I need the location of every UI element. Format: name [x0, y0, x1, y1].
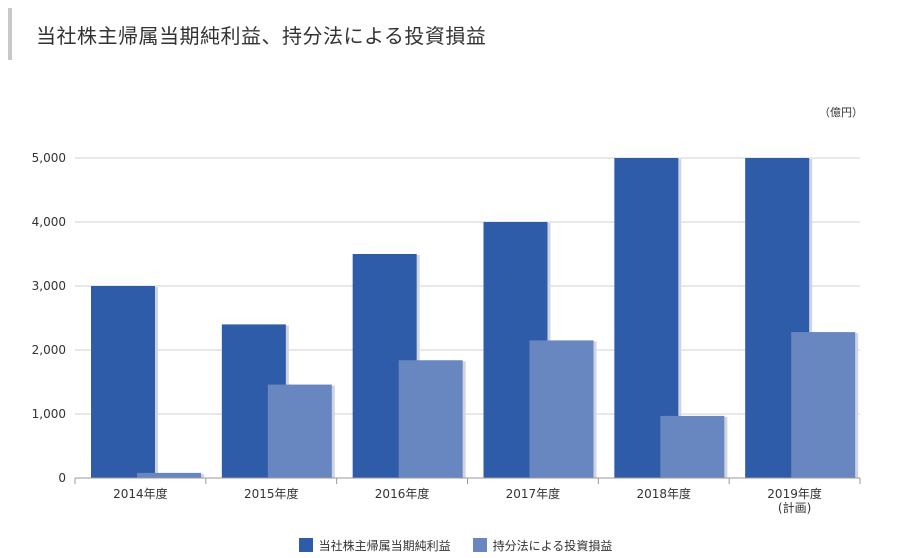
- bar: [529, 340, 594, 478]
- chart-title: 当社株主帰属当期純利益、持分法による投資損益: [36, 23, 487, 48]
- title-bar: 当社株主帰属当期純利益、持分法による投資損益: [8, 8, 486, 60]
- bar: [398, 360, 463, 478]
- x-tick-label: 2017年度: [506, 486, 561, 501]
- x-tick-label: 2019年度: [767, 486, 822, 501]
- y-tick-label: 4,000: [32, 215, 66, 229]
- bar: [660, 415, 725, 478]
- x-tick-label: 2015年度: [244, 486, 299, 501]
- legend-swatch-equity-income: [472, 538, 487, 552]
- bar: [137, 472, 201, 478]
- legend-item-net-income: 当社株主帰属当期純利益: [298, 537, 451, 554]
- x-tick-label: (計画): [778, 500, 811, 515]
- legend-swatch-net-income: [298, 538, 313, 552]
- legend-label-net-income: 当社株主帰属当期純利益: [318, 538, 451, 553]
- legend-item-equity-income: 持分法による投資損益: [472, 537, 613, 554]
- unit-label: （億円）: [819, 106, 863, 119]
- y-tick-label: 0: [58, 471, 66, 485]
- x-tick-label: 2016年度: [375, 486, 430, 501]
- y-tick-label: 1,000: [32, 407, 66, 421]
- y-tick-label: 5,000: [32, 151, 66, 165]
- bar-chart: 0 1,000 2,000 3,000 4,000 5,000 2014年度 2015年度 20…: [32, 151, 861, 515]
- x-tick-label: 2018年度: [636, 486, 691, 501]
- y-tick-label: 2,000: [32, 343, 66, 357]
- legend: 当社株主帰属当期純利益 持分法による投資損益: [0, 534, 911, 556]
- bar: [267, 384, 332, 478]
- bar: [791, 332, 856, 478]
- legend-label-equity-income: 持分法による投資損益: [492, 538, 613, 553]
- x-tick-label: 2014年度: [113, 486, 168, 501]
- bar: [91, 286, 155, 478]
- y-tick-label: 3,000: [32, 279, 66, 293]
